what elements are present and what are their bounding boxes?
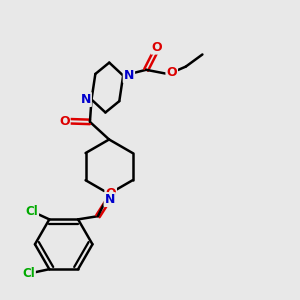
Text: Cl: Cl <box>22 268 35 281</box>
Text: N: N <box>81 93 91 106</box>
Text: N: N <box>124 69 134 82</box>
Text: Cl: Cl <box>26 205 38 218</box>
Text: O: O <box>152 40 162 54</box>
Text: N: N <box>104 193 115 206</box>
Text: O: O <box>59 115 70 128</box>
Text: O: O <box>105 187 116 200</box>
Text: O: O <box>167 66 177 79</box>
